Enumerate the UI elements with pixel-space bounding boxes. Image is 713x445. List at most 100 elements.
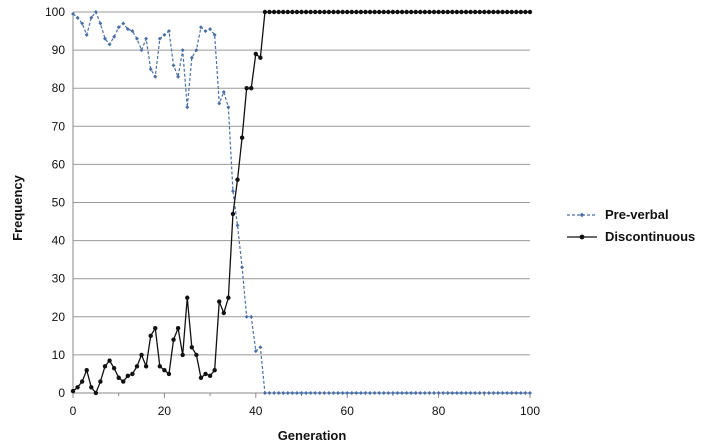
data-point bbox=[427, 391, 432, 395]
data-point bbox=[436, 9, 441, 15]
data-point bbox=[454, 9, 460, 15]
data-point bbox=[404, 391, 409, 395]
data-point bbox=[322, 9, 327, 15]
legend-marker bbox=[579, 212, 585, 218]
legend-label: Pre-verbal bbox=[605, 207, 669, 222]
data-point bbox=[527, 9, 533, 15]
data-point bbox=[463, 9, 469, 15]
data-point bbox=[71, 11, 75, 16]
data-point bbox=[459, 9, 464, 15]
data-point bbox=[285, 391, 290, 395]
data-point bbox=[504, 9, 510, 15]
data-point bbox=[299, 9, 304, 15]
data-point bbox=[230, 189, 235, 194]
data-point bbox=[262, 391, 267, 395]
data-point bbox=[111, 366, 117, 371]
data-point bbox=[299, 391, 304, 395]
data-point bbox=[335, 9, 341, 15]
data-point bbox=[422, 391, 427, 395]
data-point bbox=[528, 391, 532, 395]
data-point bbox=[121, 379, 126, 384]
data-point bbox=[381, 391, 386, 395]
data-point bbox=[221, 310, 227, 316]
data-point bbox=[358, 9, 364, 15]
data-point bbox=[185, 105, 190, 110]
data-point bbox=[189, 345, 195, 350]
legend: Pre-verbal Discontinuous bbox=[567, 207, 695, 244]
data-point bbox=[363, 391, 368, 395]
x-tick-label: 20 bbox=[158, 404, 172, 418]
data-point bbox=[207, 373, 213, 379]
data-point bbox=[340, 9, 345, 15]
data-point bbox=[98, 379, 103, 384]
data-point bbox=[226, 295, 231, 300]
data-point bbox=[180, 352, 185, 358]
data-point bbox=[267, 391, 272, 395]
data-point bbox=[345, 391, 350, 395]
data-point bbox=[441, 391, 446, 395]
data-point bbox=[491, 9, 496, 15]
data-point bbox=[171, 63, 176, 68]
data-point bbox=[336, 391, 341, 395]
data-point bbox=[121, 21, 126, 26]
data-point bbox=[482, 391, 487, 395]
data-point bbox=[93, 390, 99, 396]
data-point bbox=[432, 391, 437, 395]
data-point bbox=[349, 391, 354, 395]
data-point bbox=[464, 391, 468, 395]
data-point bbox=[500, 9, 505, 15]
data-point bbox=[116, 25, 121, 30]
legend-label: Discontinuous bbox=[605, 229, 695, 244]
data-point bbox=[358, 391, 363, 395]
data-point bbox=[112, 34, 117, 39]
data-point bbox=[102, 364, 108, 369]
data-point bbox=[217, 299, 222, 304]
data-point bbox=[459, 391, 464, 395]
data-point bbox=[326, 9, 332, 15]
data-point bbox=[98, 21, 103, 26]
data-point bbox=[84, 32, 89, 37]
data-point bbox=[84, 367, 89, 373]
data-point bbox=[162, 367, 167, 373]
data-point bbox=[390, 9, 396, 15]
grid bbox=[73, 11, 530, 356]
data-point bbox=[75, 385, 80, 390]
data-point bbox=[294, 391, 299, 395]
y-tick-label: 70 bbox=[52, 119, 66, 133]
data-point bbox=[395, 391, 400, 395]
data-point bbox=[107, 42, 112, 47]
data-point bbox=[509, 9, 514, 15]
data-point bbox=[440, 9, 446, 15]
data-point bbox=[162, 32, 167, 37]
series-discontinuous bbox=[70, 9, 533, 396]
data-point bbox=[70, 388, 76, 394]
data-point bbox=[208, 27, 213, 32]
data-point bbox=[390, 391, 395, 395]
data-point bbox=[399, 9, 405, 15]
data-point bbox=[285, 9, 290, 15]
data-point bbox=[212, 367, 217, 373]
data-point bbox=[153, 326, 158, 331]
data-point bbox=[290, 391, 295, 395]
data-point bbox=[230, 211, 236, 217]
data-point bbox=[445, 9, 450, 15]
y-tick-label: 80 bbox=[52, 81, 66, 95]
data-point bbox=[308, 9, 313, 15]
data-point bbox=[354, 9, 359, 15]
data-point bbox=[376, 9, 382, 15]
data-point bbox=[509, 391, 514, 395]
data-point bbox=[166, 371, 172, 377]
data-point bbox=[354, 391, 359, 395]
data-point bbox=[303, 9, 309, 15]
tick-labels: 0 10 20 30 40 50 60 70 80 90 100 0 20 40 60 80 100 bbox=[45, 5, 540, 418]
data-point bbox=[386, 9, 391, 15]
data-point bbox=[125, 373, 131, 379]
data-point bbox=[258, 345, 263, 350]
y-axis-label: Frequency bbox=[10, 174, 25, 241]
data-point bbox=[523, 9, 528, 15]
data-point bbox=[180, 48, 185, 53]
y-tick-label: 20 bbox=[52, 310, 66, 324]
data-point bbox=[418, 391, 423, 395]
y-tick-label: 100 bbox=[45, 5, 65, 19]
